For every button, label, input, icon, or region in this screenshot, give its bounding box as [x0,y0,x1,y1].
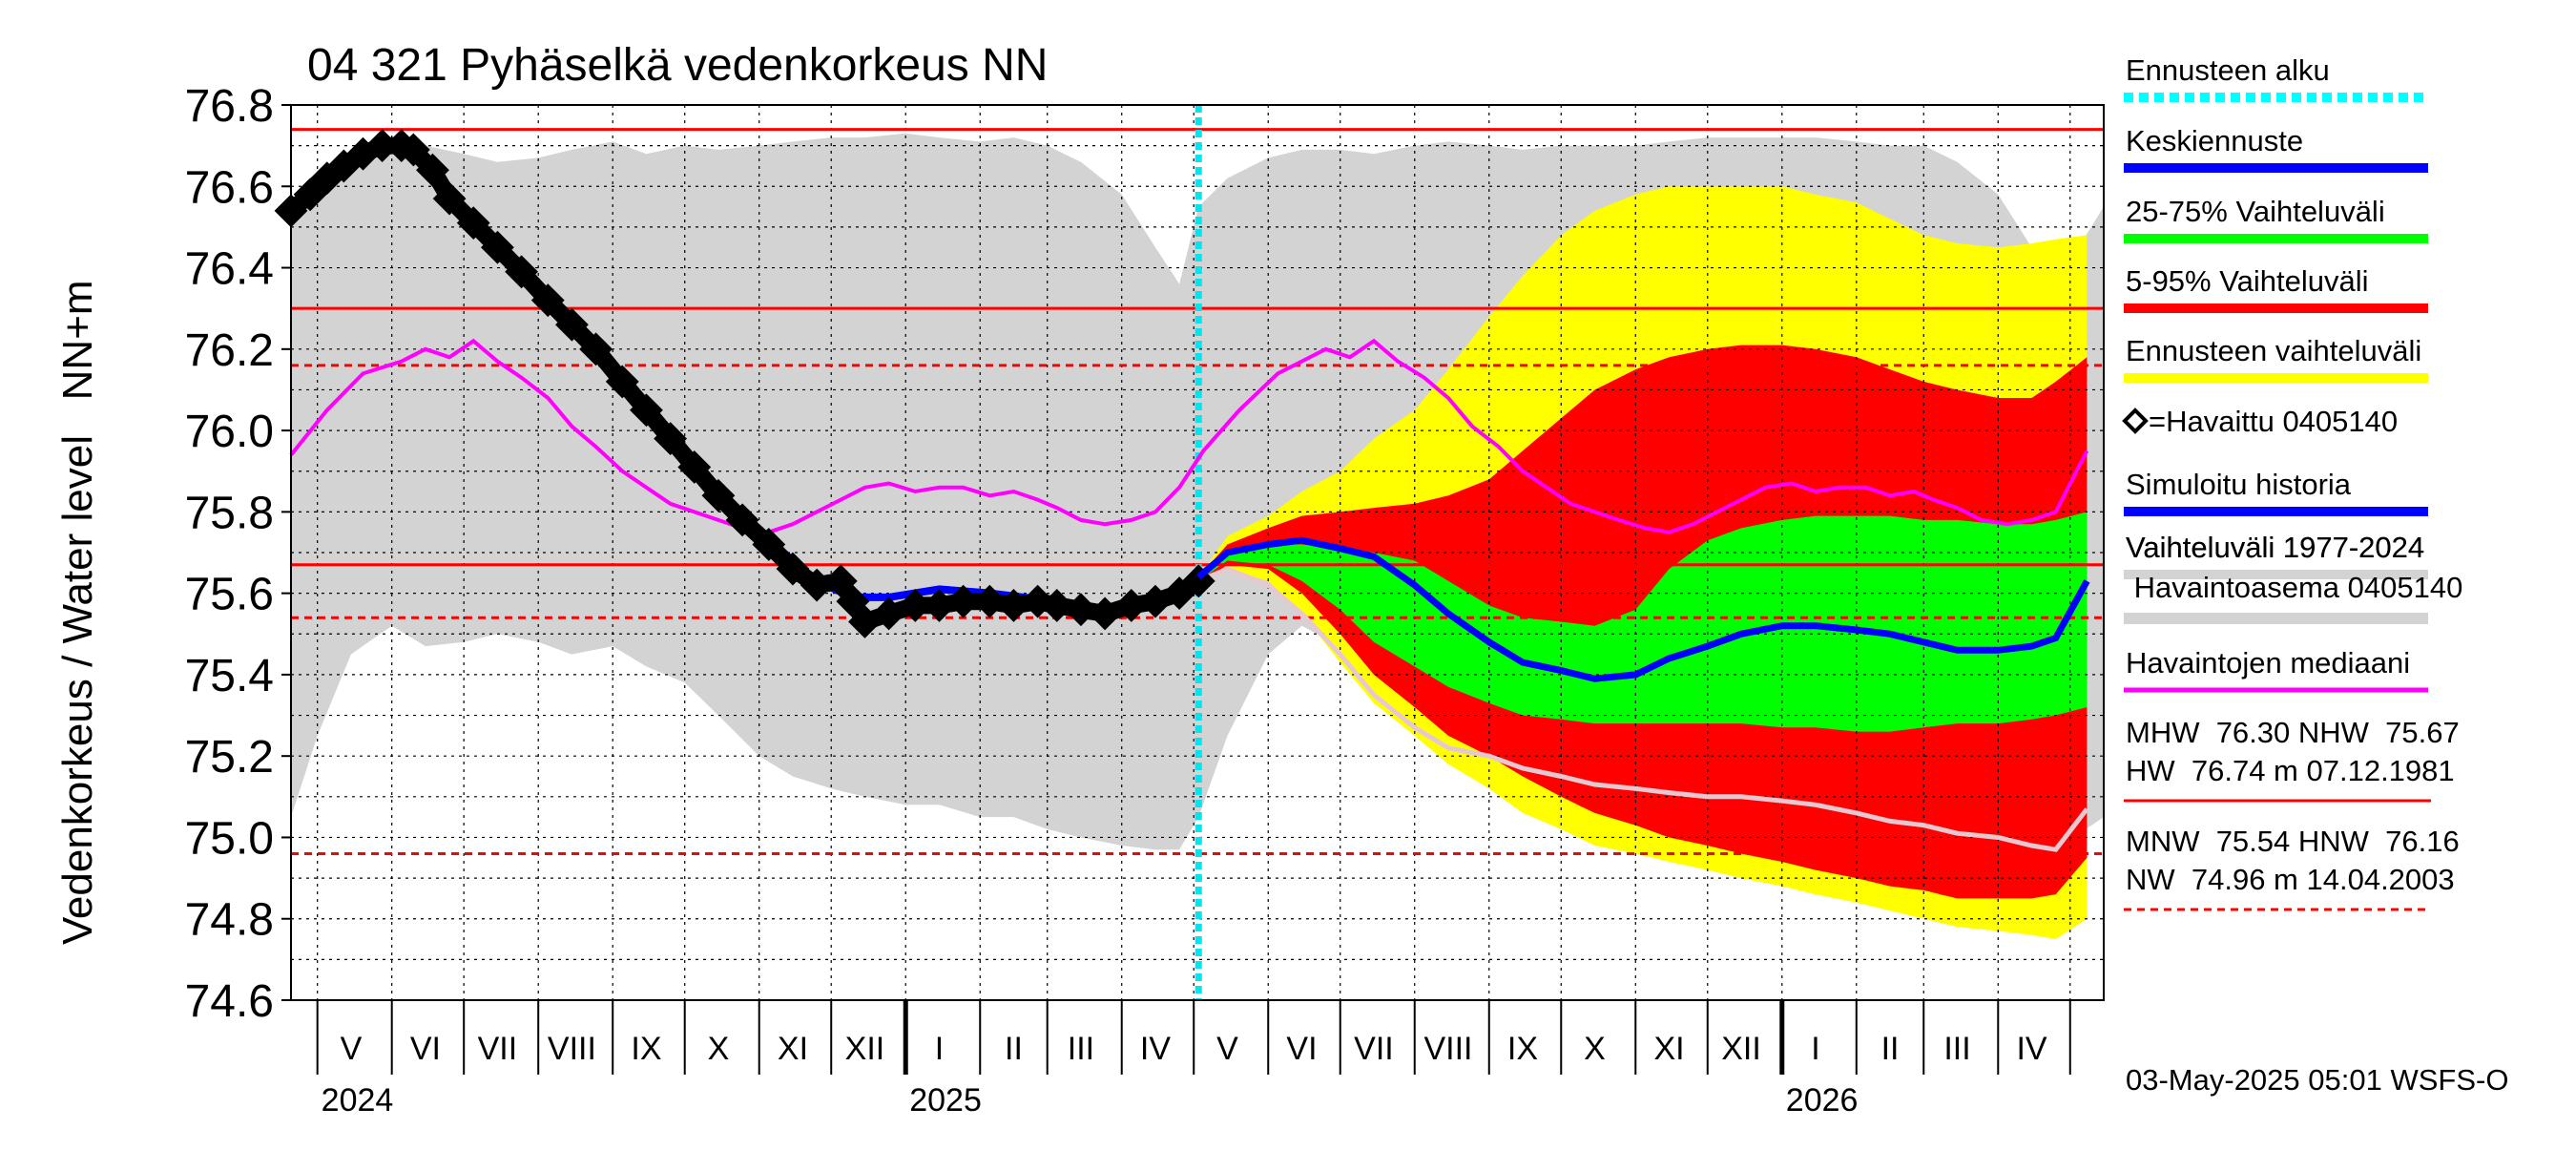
legend-observed-marker [2122,408,2149,434]
observed-point [1088,596,1122,631]
stats-line-3: MNW 75.54 HNW 76.16 [2126,825,2460,858]
observed-point [293,178,327,212]
chart-title: 04 321 Pyhäselkä vedenkorkeus NN [307,40,1048,91]
x-month-label: XII [1721,1031,1761,1067]
y-axis-label: Vedenkorkeus / Water level NN+m [54,280,101,945]
x-month-label: X [1584,1031,1606,1067]
series-lines-layer [274,129,2090,852]
y-tick-label: 76.0 [185,407,274,457]
x-month-label: VI [1286,1031,1317,1067]
legend-label: Ennusteen vaihteluväli [2126,334,2421,367]
x-year-label: 2024 [322,1082,394,1119]
observed-point [848,605,882,638]
legend-label: Havaintoasema 0405140 [2126,571,2462,604]
legend-label: 5-95% Vaihteluväli [2126,264,2368,298]
y-tick-label: 76.4 [185,244,274,295]
stats-line-4: NW 74.96 m 14.04.2003 [2126,863,2455,896]
x-month-label: VII [478,1031,518,1067]
observed-point [630,393,663,428]
median-forecast-line [1196,536,2090,682]
observed-point [1040,589,1074,622]
observed-point [605,365,639,399]
y-tick-label: 76.6 [185,162,274,213]
x-month-label: X [708,1031,730,1067]
axes-layer: 74.6 74.8 75.0 75.2 75.4 75.6 75.8 76.0 76.2 76.4… [185,81,2071,1119]
x-month-label: IX [631,1031,661,1067]
observed-point [701,478,736,512]
y-tick-label: 75.0 [185,813,274,864]
x-month-label: VIII [548,1031,596,1067]
x-month-label: XI [1653,1031,1684,1067]
legend-label: Havaintojen mediaani [2126,646,2410,680]
plot-frame [290,104,2105,1001]
observed-point [677,450,712,484]
y-tick-label: 74.8 [185,895,274,946]
observed-point [946,584,981,618]
x-month-label: III [1068,1031,1094,1067]
observed-point [456,206,490,240]
x-month-label: VII [1354,1031,1394,1067]
observed-point [972,584,1007,618]
x-year-label: 2025 [909,1082,982,1119]
legend-label: Simuloitu historia [2126,468,2352,501]
x-month-label: V [1216,1031,1238,1067]
x-month-label: VI [410,1031,441,1067]
observed-point [836,584,870,618]
y-tick-label: 74.6 [185,976,274,1027]
x-month-label: IV [2016,1031,2046,1067]
observed-point [555,307,589,342]
x-month-label: XI [778,1031,808,1067]
observed-point [396,133,430,167]
observed-point [1138,584,1173,618]
forecast-lower-curve [1197,566,2089,852]
legend-label: 25-75% Vaihteluväli [2126,195,2385,228]
observed-point [416,153,449,187]
y-tick-label: 76.8 [185,81,274,132]
x-month-label: IV [1140,1031,1171,1067]
legend-label: Keskiennuste [2126,124,2303,157]
median-history-line [289,338,2089,534]
observed-point [872,596,906,631]
observed-point [530,283,565,318]
observed-point [1064,593,1098,627]
x-month-label: V [341,1031,363,1067]
observed-point [505,255,539,289]
legend-label: =Havaittu 0405140 [2149,405,2398,438]
observed-point [432,181,467,216]
y-tick-label: 75.6 [185,570,274,620]
legend-label: Vaihteluväli 1977-2024 [2126,531,2424,564]
legend-label: Vaihteluväli 1977-2024 [2126,531,2424,564]
observed-point [725,503,759,537]
x-month-label: IX [1507,1031,1538,1067]
footer-timestamp: 03-May-2025 05:01 WSFS-O [2126,1063,2508,1097]
observed-point [752,528,786,561]
observed-point [579,332,613,366]
forecast-25-75-band [1198,512,2088,732]
x-month-label: VIII [1423,1031,1472,1067]
x-month-label: I [935,1031,944,1067]
y-tick-label: 75.4 [185,651,274,701]
legend: Ennusteen alku Keskiennuste 25-75% Vaihtel… [2122,53,2462,693]
x-month-label: II [1881,1031,1900,1067]
y-tick-label: 75.8 [185,488,274,538]
x-month-label: XII [845,1031,885,1067]
observed-point [823,564,858,598]
x-month-label: II [1005,1031,1023,1067]
observed-point [898,589,932,622]
stats-line-1: MHW 76.30 NHW 75.67 [2126,716,2460,749]
observed-point [654,422,688,456]
observed-point [776,552,810,586]
reference-lines-layer [291,105,2104,1000]
legend-label: Ennusteen alku [2126,53,2330,87]
y-tick-label: 76.2 [185,325,274,376]
stats-line-2: HW 76.74 m 07.12.1981 [2126,754,2455,787]
y-tick-label: 75.2 [185,732,274,783]
x-month-label: III [1943,1031,1970,1067]
x-month-label: I [1811,1031,1819,1067]
x-year-label: 2026 [1786,1082,1859,1119]
observed-point [481,230,514,264]
